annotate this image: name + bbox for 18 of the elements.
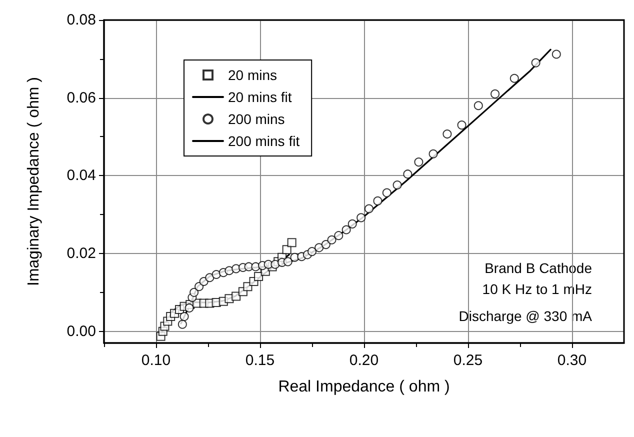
y-tick-label: 0.06	[66, 89, 96, 106]
x-tick-label: 0.15	[245, 352, 275, 369]
legend-label: 200 mins fit	[228, 133, 300, 149]
x-tick-label: 0.10	[141, 352, 171, 369]
annotation: 10 K Hz to 1 mHz	[482, 281, 592, 297]
y-tick-label: 0.02	[66, 244, 96, 262]
y-tick-label: 0.08	[66, 12, 96, 28]
x-tick-label: 0.30	[557, 352, 587, 369]
legend-label: 20 mins fit	[228, 89, 292, 105]
x-tick-label: 0.25	[453, 352, 483, 369]
annotation: Brand B Cathode	[484, 260, 592, 276]
x-axis-title: Real Impedance ( ohm )	[278, 378, 450, 396]
y-tick-label: 0.00	[66, 322, 96, 340]
y-tick-label: 0.04	[66, 167, 96, 184]
y-axis-title: Imaginary Impedance ( ohm )	[26, 77, 42, 286]
x-tick-label: 0.20	[349, 352, 379, 369]
legend-label: 200 mins	[228, 111, 285, 127]
legend-label: 20 mins	[228, 67, 278, 83]
